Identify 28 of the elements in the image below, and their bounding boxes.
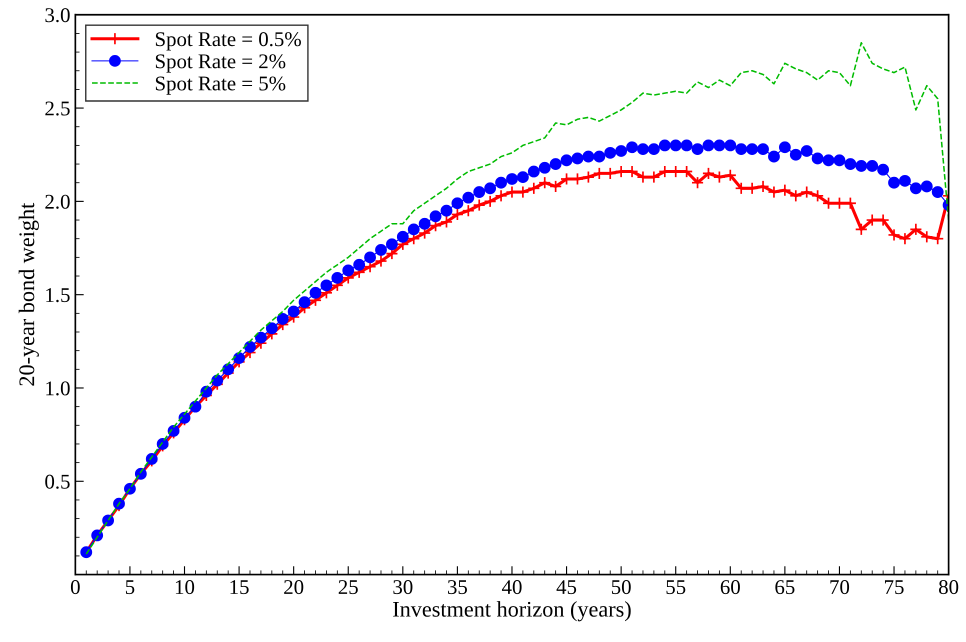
x-tick-label: 75 [884,580,904,594]
x-tick-label: 5 [126,580,134,594]
x-tick-label: 65 [775,580,794,594]
x-tick-label: 55 [666,580,686,594]
y-tick-label: 1.5 [46,288,70,302]
legend-label: Spot Rate = 0.5% [156,32,301,50]
x-tick-label: 15 [230,580,249,594]
y-tick-label: 2.0 [45,194,70,209]
x-tick-label: 0 [70,580,80,594]
legend-label: Spot Rate = 2% [156,54,286,73]
legend-label: Spot Rate = 5% [156,76,286,95]
x-tick-label: 35 [448,580,468,594]
x-tick-label: 25 [338,580,358,594]
y-tick-label: 1.0 [46,381,70,396]
x-tick-label: 50 [612,580,631,594]
y-tick-label: 2.5 [45,102,70,116]
y-tick-label: 3.0 [45,8,70,22]
y-tick-label: 0.5 [45,474,70,489]
y-axis-title: 20-year bond weight [18,202,39,386]
x-tick-label: 70 [830,580,850,594]
x-tick-label: 40 [502,580,522,594]
x-tick-label: 20 [284,580,304,594]
x-tick-label: 80 [938,580,958,594]
x-tick-label: 60 [720,580,740,594]
x-tick-label: 45 [556,580,576,594]
x-tick-label: 10 [176,580,194,594]
x-tick-label: 30 [393,580,412,594]
x-axis-title: Investment horizon (years) [393,601,631,622]
